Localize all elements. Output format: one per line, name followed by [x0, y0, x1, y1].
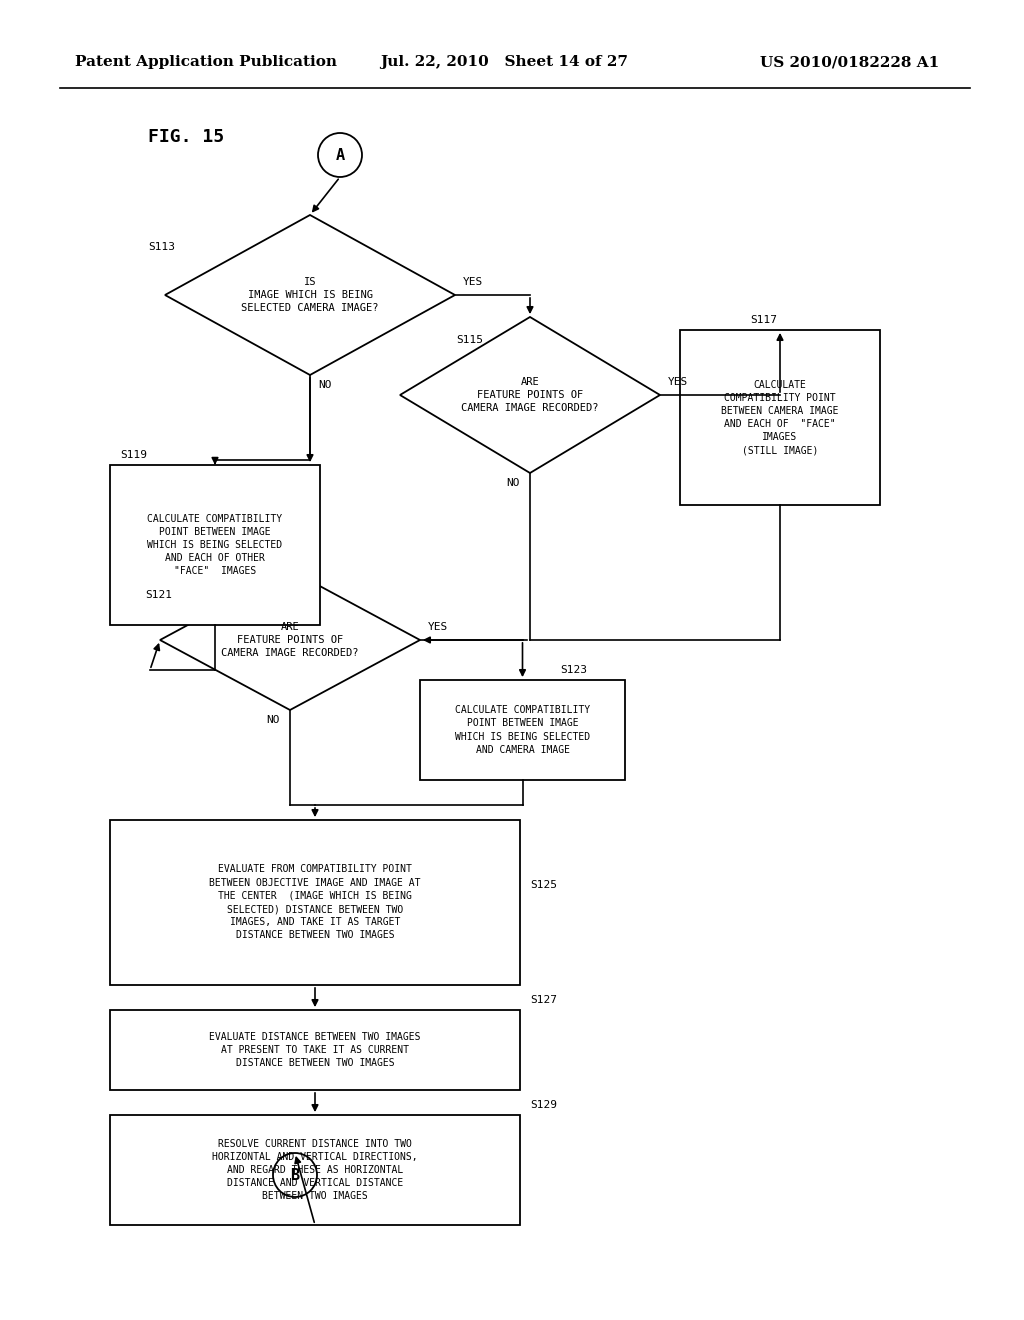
- Text: S117: S117: [750, 315, 777, 325]
- Text: YES: YES: [668, 378, 688, 387]
- Text: FIG. 15: FIG. 15: [148, 128, 224, 147]
- Text: YES: YES: [428, 622, 449, 632]
- Text: S119: S119: [120, 450, 147, 459]
- Text: A: A: [336, 148, 344, 162]
- Text: CALCULATE
COMPATIBILITY POINT
BETWEEN CAMERA IMAGE
AND EACH OF  "FACE"
IMAGES
(S: CALCULATE COMPATIBILITY POINT BETWEEN CA…: [721, 380, 839, 455]
- Text: NO: NO: [318, 380, 332, 389]
- Text: S123: S123: [560, 665, 587, 675]
- Text: S125: S125: [530, 880, 557, 890]
- Bar: [110, 820, 520, 985]
- Text: US 2010/0182228 A1: US 2010/0182228 A1: [760, 55, 939, 69]
- Text: S129: S129: [530, 1100, 557, 1110]
- Bar: [110, 465, 319, 624]
- Text: CALCULATE COMPATIBILITY
POINT BETWEEN IMAGE
WHICH IS BEING SELECTED
AND EACH OF : CALCULATE COMPATIBILITY POINT BETWEEN IM…: [147, 513, 283, 577]
- Bar: [420, 680, 625, 780]
- Text: IS
IMAGE WHICH IS BEING
SELECTED CAMERA IMAGE?: IS IMAGE WHICH IS BEING SELECTED CAMERA …: [242, 277, 379, 313]
- Bar: [680, 330, 880, 506]
- Text: RESOLVE CURRENT DISTANCE INTO TWO
HORIZONTAL AND VERTICAL DIRECTIONS,
AND REGARD: RESOLVE CURRENT DISTANCE INTO TWO HORIZO…: [212, 1139, 418, 1201]
- Bar: [110, 1010, 520, 1090]
- Text: S121: S121: [145, 590, 172, 601]
- Text: S113: S113: [148, 242, 175, 252]
- Text: EVALUATE FROM COMPATIBILITY POINT
BETWEEN OBJECTIVE IMAGE AND IMAGE AT
THE CENTE: EVALUATE FROM COMPATIBILITY POINT BETWEE…: [209, 865, 421, 940]
- Bar: [110, 1115, 520, 1225]
- Text: ARE
FEATURE POINTS OF
CAMERA IMAGE RECORDED?: ARE FEATURE POINTS OF CAMERA IMAGE RECOR…: [461, 376, 599, 413]
- Text: CALCULATE COMPATIBILITY
POINT BETWEEN IMAGE
WHICH IS BEING SELECTED
AND CAMERA I: CALCULATE COMPATIBILITY POINT BETWEEN IM…: [455, 705, 590, 755]
- Text: NO: NO: [266, 715, 280, 725]
- Text: Patent Application Publication: Patent Application Publication: [75, 55, 337, 69]
- Text: NO: NO: [507, 478, 520, 488]
- Text: S127: S127: [530, 995, 557, 1005]
- Text: EVALUATE DISTANCE BETWEEN TWO IMAGES
AT PRESENT TO TAKE IT AS CURRENT
DISTANCE B: EVALUATE DISTANCE BETWEEN TWO IMAGES AT …: [209, 1032, 421, 1068]
- Text: YES: YES: [463, 277, 483, 286]
- Text: ARE
FEATURE POINTS OF
CAMERA IMAGE RECORDED?: ARE FEATURE POINTS OF CAMERA IMAGE RECOR…: [221, 622, 358, 659]
- Text: S115: S115: [456, 335, 483, 345]
- Text: B: B: [291, 1167, 300, 1183]
- Text: Jul. 22, 2010   Sheet 14 of 27: Jul. 22, 2010 Sheet 14 of 27: [380, 55, 628, 69]
